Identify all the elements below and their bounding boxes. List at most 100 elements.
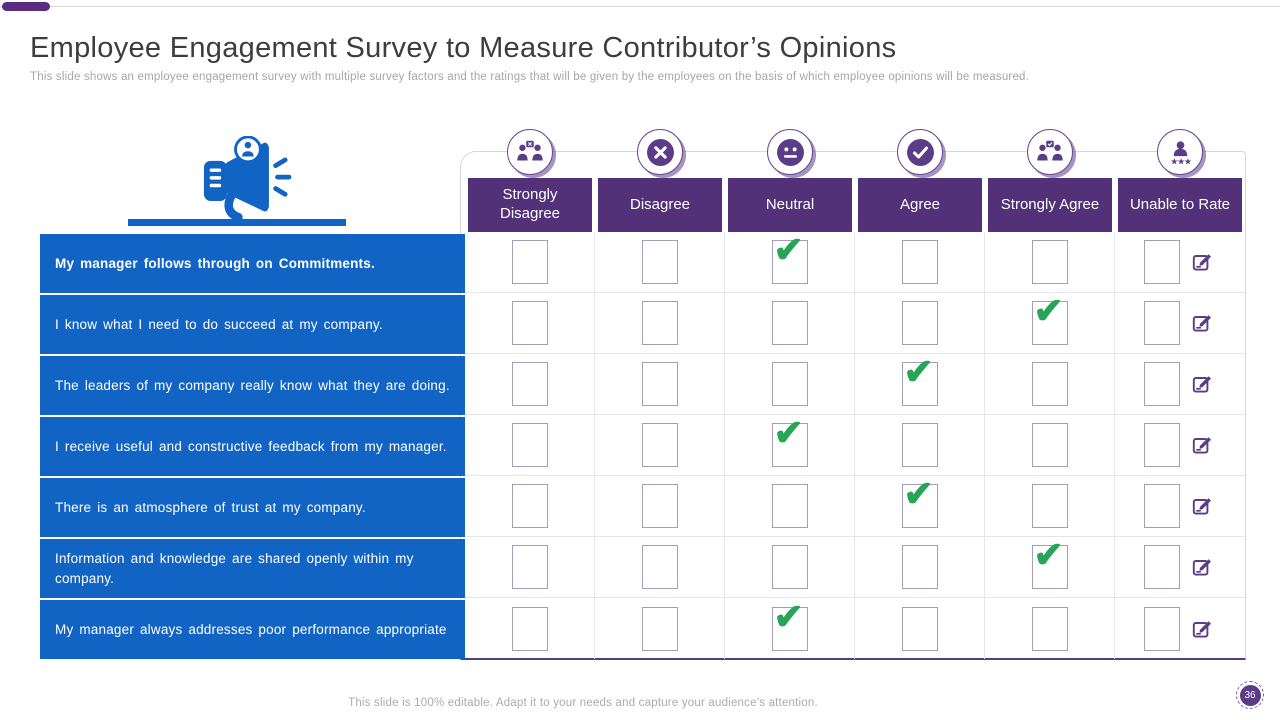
checkbox-row7-strongly-disagree[interactable] [511, 606, 548, 651]
survey-cell [595, 415, 725, 476]
survey-cell [985, 354, 1115, 415]
checkbox-row2-agree[interactable] [901, 301, 938, 345]
checkbox-row1-neutral[interactable]: ✔ [771, 232, 808, 284]
checkbox-row4-strongly-agree[interactable] [1031, 423, 1068, 467]
survey-cell: ✔ [985, 293, 1115, 354]
checkbox-row6-disagree[interactable] [641, 545, 678, 589]
survey-cell [725, 476, 855, 537]
column-header-strongly-disagree: Strongly Disagree [468, 178, 592, 232]
checkmark-icon: ✔ [903, 351, 934, 392]
checkbox-row6-unable-to-rate[interactable] [1143, 545, 1180, 589]
edit-icon[interactable] [1191, 434, 1213, 456]
survey-cell [465, 476, 595, 537]
survey-cell: ✔ [725, 598, 855, 659]
checkbox-row6-agree[interactable] [901, 545, 938, 589]
survey-cell [1115, 537, 1245, 598]
checkbox-row7-neutral[interactable]: ✔ [771, 598, 808, 651]
announcement-megaphone-icon [198, 135, 294, 227]
survey-cell [985, 476, 1115, 537]
checkbox-row3-strongly-disagree[interactable] [511, 362, 548, 406]
survey-cell [855, 537, 985, 598]
checkbox-row2-unable-to-rate[interactable] [1143, 301, 1180, 345]
survey-cell [595, 293, 725, 354]
checkmark-icon: ✔ [773, 595, 804, 637]
survey-cell [465, 354, 595, 415]
survey-cell [465, 598, 595, 659]
survey-cell [1115, 476, 1245, 537]
checkbox-row2-neutral[interactable] [771, 301, 808, 345]
checkbox-row1-disagree[interactable] [641, 240, 678, 284]
checkbox-row1-strongly-disagree[interactable] [511, 240, 548, 284]
footer-note: This slide is 100% editable. Adapt it to… [348, 697, 818, 709]
edit-icon[interactable] [1191, 373, 1213, 395]
person-rating-icon: ★★★ [1157, 129, 1203, 175]
checkbox-row1-strongly-agree[interactable] [1031, 240, 1068, 284]
survey-cell [1115, 293, 1245, 354]
page-number: 36 [1239, 684, 1261, 706]
edit-icon[interactable] [1191, 251, 1213, 273]
survey-question-row-2: I know what I need to do succeed at my c… [40, 295, 465, 354]
checkbox-row1-agree[interactable] [901, 240, 938, 284]
checkbox-row5-strongly-disagree[interactable] [511, 484, 548, 528]
checkbox-row3-neutral[interactable] [771, 362, 808, 406]
checkbox-row5-agree[interactable]: ✔ [901, 476, 938, 528]
page-subtitle: This slide shows an employee engagement … [30, 71, 1030, 83]
check-circle-icon [897, 129, 943, 175]
checkbox-row2-strongly-agree[interactable]: ✔ [1031, 293, 1068, 345]
column-header-agree: Agree [858, 178, 982, 232]
edit-icon[interactable] [1191, 556, 1213, 578]
checkbox-row3-agree[interactable]: ✔ [901, 354, 938, 406]
checkbox-row6-strongly-disagree[interactable] [511, 545, 548, 589]
checkbox-row5-disagree[interactable] [641, 484, 678, 528]
checkmark-icon: ✔ [1033, 534, 1064, 575]
checkmark-icon: ✔ [773, 229, 804, 270]
checkbox-row7-unable-to-rate[interactable] [1143, 606, 1180, 651]
survey-cell [725, 537, 855, 598]
checkbox-row6-strongly-agree[interactable]: ✔ [1031, 537, 1068, 589]
checkbox-row1-unable-to-rate[interactable] [1143, 240, 1180, 284]
survey-cell [855, 232, 985, 293]
survey-cell [595, 537, 725, 598]
checkbox-row5-unable-to-rate[interactable] [1143, 484, 1180, 528]
survey-cell [985, 232, 1115, 293]
checkbox-row4-unable-to-rate[interactable] [1143, 423, 1180, 467]
survey-cell [465, 232, 595, 293]
survey-cell [855, 598, 985, 659]
checkbox-row4-strongly-disagree[interactable] [511, 423, 548, 467]
survey-cell [725, 293, 855, 354]
survey-question-row-6: Information and knowledge are shared ope… [40, 539, 465, 598]
survey-question-row-4: I receive useful and constructive feedba… [40, 417, 465, 476]
checkbox-row6-neutral[interactable] [771, 545, 808, 589]
survey-cell [595, 598, 725, 659]
checkmark-icon: ✔ [773, 412, 804, 453]
survey-cell: ✔ [855, 354, 985, 415]
edit-icon[interactable] [1191, 312, 1213, 334]
survey-cell [595, 354, 725, 415]
survey-cell [985, 598, 1115, 659]
edit-icon[interactable] [1191, 618, 1213, 640]
checkbox-row3-unable-to-rate[interactable] [1143, 362, 1180, 406]
survey-question-row-5: There is an atmosphere of trust at my co… [40, 478, 465, 537]
checkbox-row7-agree[interactable] [901, 606, 938, 651]
survey-cell [855, 293, 985, 354]
survey-cell [465, 415, 595, 476]
edit-icon[interactable] [1191, 495, 1213, 517]
checkbox-row4-neutral[interactable]: ✔ [771, 415, 808, 467]
checkbox-row3-disagree[interactable] [641, 362, 678, 406]
survey-cell [1115, 598, 1245, 659]
checkbox-row7-strongly-agree[interactable] [1031, 606, 1068, 651]
checkbox-row3-strongly-agree[interactable] [1031, 362, 1068, 406]
checkbox-row4-disagree[interactable] [641, 423, 678, 467]
checkbox-row2-disagree[interactable] [641, 301, 678, 345]
checkbox-row5-strongly-agree[interactable] [1031, 484, 1068, 528]
checkbox-row7-disagree[interactable] [641, 606, 678, 651]
survey-question-row-1: My manager follows through on Commitment… [40, 234, 465, 293]
survey-cell [985, 415, 1115, 476]
checkbox-row5-neutral[interactable] [771, 484, 808, 528]
survey-cell: ✔ [725, 232, 855, 293]
survey-question-row-7: My manager always addresses poor perform… [40, 600, 465, 659]
checkbox-row2-strongly-disagree[interactable] [511, 301, 548, 345]
checkbox-row4-agree[interactable] [901, 423, 938, 467]
checkmark-icon: ✔ [903, 473, 934, 514]
